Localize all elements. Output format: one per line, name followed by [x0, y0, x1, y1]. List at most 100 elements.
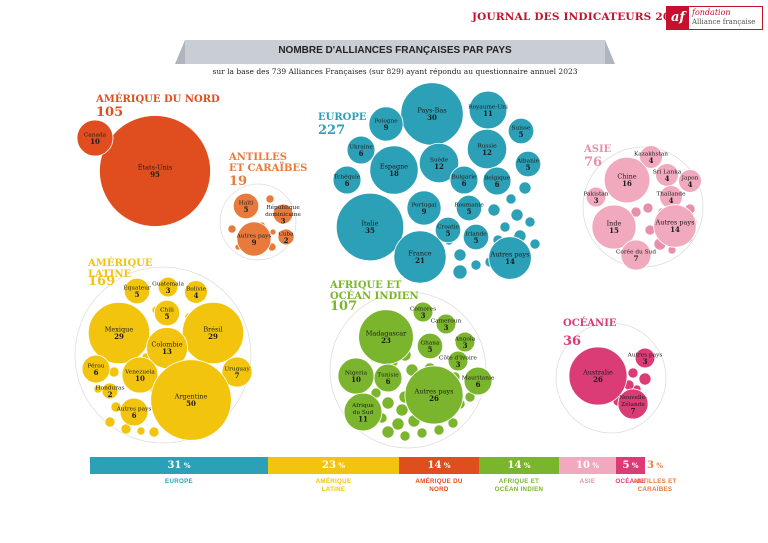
bubble-label: Ghana: [420, 340, 440, 346]
bubble-haiti: [232, 192, 260, 220]
bubble-label: Autres pays: [655, 218, 695, 226]
region-name: OCÉAN INDIEN: [330, 290, 419, 302]
share-label-antilles-et-caraibes: ANTILLES ET CARAÏBES: [633, 478, 677, 493]
bubble-label: Sri Lanka: [653, 169, 682, 175]
bubble-value: 7: [235, 371, 240, 380]
share-label-amerique-du-nord: AMÉRIQUE DU NORD: [415, 478, 463, 493]
bubble-label: Australie: [582, 368, 613, 376]
region-total: 105: [96, 105, 123, 120]
bubble-label: Comores: [410, 306, 436, 312]
bubble-value: 95: [150, 170, 160, 179]
region-name: ET CARAÏBES: [229, 161, 307, 174]
bubble-value: 6: [132, 411, 137, 420]
share-segment-amerique-latine: 23 %: [268, 457, 399, 474]
bubble-label: Brésil: [203, 325, 222, 333]
bubble-value: 29: [208, 332, 218, 341]
bubble-label: France: [408, 249, 431, 257]
region-name: OCÉANIE: [563, 317, 617, 329]
region-name: LATINE: [88, 269, 132, 280]
bubble-value: 4: [669, 196, 674, 205]
bubble-value: 5: [244, 205, 249, 214]
bubble-espagne: [369, 145, 419, 195]
bubble-value: 5: [135, 290, 140, 299]
bubble-small: [642, 202, 654, 214]
share-value: 14: [427, 460, 442, 471]
bubble-label: Autres pays: [116, 406, 152, 412]
bubble-small: [265, 194, 275, 204]
bubble-bulgarie: [449, 165, 479, 195]
bubble-autres-pays: [634, 347, 656, 369]
share-value: 23: [321, 460, 336, 471]
chart-subtitle: sur la base des 739 Alliances Françaises…: [212, 67, 578, 76]
bubble-coree-du-sud: [620, 239, 652, 271]
bubble-small: [227, 224, 237, 234]
bubble-value: 3: [166, 286, 171, 295]
bubble-kazakhstan: [639, 145, 663, 169]
bubble-label: Albanie: [516, 158, 540, 164]
bubble-label: Royaume-Uni: [468, 104, 508, 110]
bubble-value: 6: [94, 368, 99, 377]
bubble-bolivie: [184, 280, 208, 304]
bubble-label: Thaïlande: [656, 191, 686, 197]
bubble-suisse: [507, 117, 535, 145]
bubble-label: Autres pays: [490, 250, 530, 258]
bubble-small: [391, 417, 405, 431]
bubble-value: 16: [622, 179, 632, 188]
bubble-italie: [335, 192, 405, 262]
bubble-value: 29: [114, 332, 124, 341]
bubble-angola: [454, 331, 476, 353]
bubble-argentine: [150, 359, 232, 441]
bubble-small: [148, 426, 160, 438]
bubble-small: [627, 367, 639, 379]
bubble-label: Pologne: [374, 118, 398, 124]
share-value: 14: [507, 460, 522, 471]
bubble-label: Autres pays: [236, 233, 272, 239]
region-name: AMÉRIQUE: [87, 257, 153, 269]
bubble-value: 10: [351, 375, 361, 384]
group-outline: [219, 183, 297, 261]
bubble-label: Nouvelle-: [619, 395, 647, 401]
bubble-australie: [568, 346, 628, 406]
bubble-value: 3: [643, 357, 648, 366]
bubble-label: États-Unis: [138, 162, 172, 171]
bubble-small: [453, 248, 467, 262]
bubble-label: Japon: [681, 175, 699, 181]
bubble-label: Zélande: [621, 401, 645, 408]
bubble-small: [399, 430, 411, 442]
share-segment-antilles-et-caraibes: 3 %: [645, 457, 665, 474]
bubble-value: 3: [444, 323, 449, 332]
bubble-value: 50: [186, 399, 196, 408]
bubble-cote-d-ivoire: [447, 350, 469, 372]
bubble-label: Angola: [454, 336, 476, 342]
bubble-small: [505, 193, 517, 205]
bubble-small: [452, 264, 468, 280]
bubble-label: Corée du Sud: [616, 248, 656, 255]
bubble-value: 5: [446, 229, 451, 238]
bubble-bresil: [181, 301, 245, 365]
bubble-label: Mauritanie: [462, 375, 495, 381]
bubble-value: 2: [108, 390, 113, 399]
bubble-label: Italie: [361, 219, 378, 227]
bubble-etats-unis: [99, 115, 211, 227]
bubble-label: Pays-Bas: [417, 106, 446, 114]
bubble-value: 5: [526, 163, 531, 172]
bubble-value: 6: [462, 179, 467, 188]
bubble-label: Côte d'Ivoire: [439, 354, 478, 361]
bubble-mexique: [87, 301, 151, 365]
share-unit: %: [335, 461, 345, 470]
bubble-value: 6: [386, 377, 391, 386]
bubble-autres-pays: [404, 365, 464, 425]
bubble-value: 5: [467, 207, 472, 216]
region-name: ANTILLES: [228, 152, 287, 163]
share-value: 10: [575, 460, 590, 471]
bubble-value: 2: [284, 236, 289, 245]
bubble-autres-pays: [119, 397, 149, 427]
bubble-value: 7: [634, 254, 639, 263]
bubble-nouvelle-zelande: [617, 388, 649, 420]
bubble-comores: [412, 301, 434, 323]
bubble-value: 6: [359, 149, 364, 158]
bubble-value: 3: [456, 360, 461, 369]
bubble-value: 9: [422, 207, 427, 216]
